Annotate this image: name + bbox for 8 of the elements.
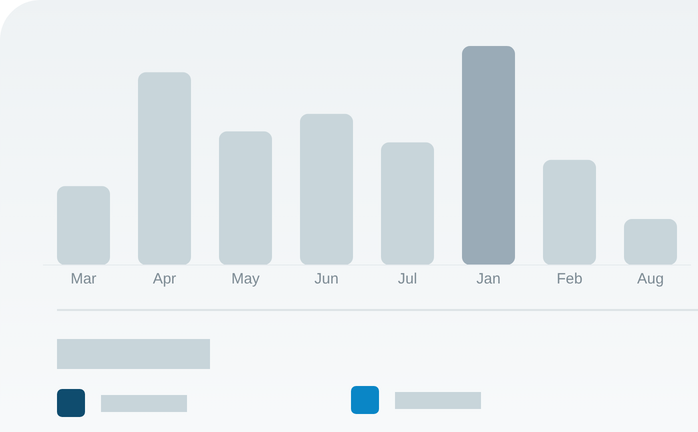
x-tick-label: Feb: [556, 270, 582, 288]
x-tick-label: Jun: [314, 270, 339, 288]
x-tick-label: Jul: [398, 270, 418, 288]
x-tick-label: Mar: [70, 270, 96, 288]
x-tick-label: Aug: [637, 270, 664, 288]
x-tick-label: Apr: [152, 270, 176, 288]
x-tick-label: May: [231, 270, 260, 288]
x-tick-label: Jan: [476, 270, 501, 288]
